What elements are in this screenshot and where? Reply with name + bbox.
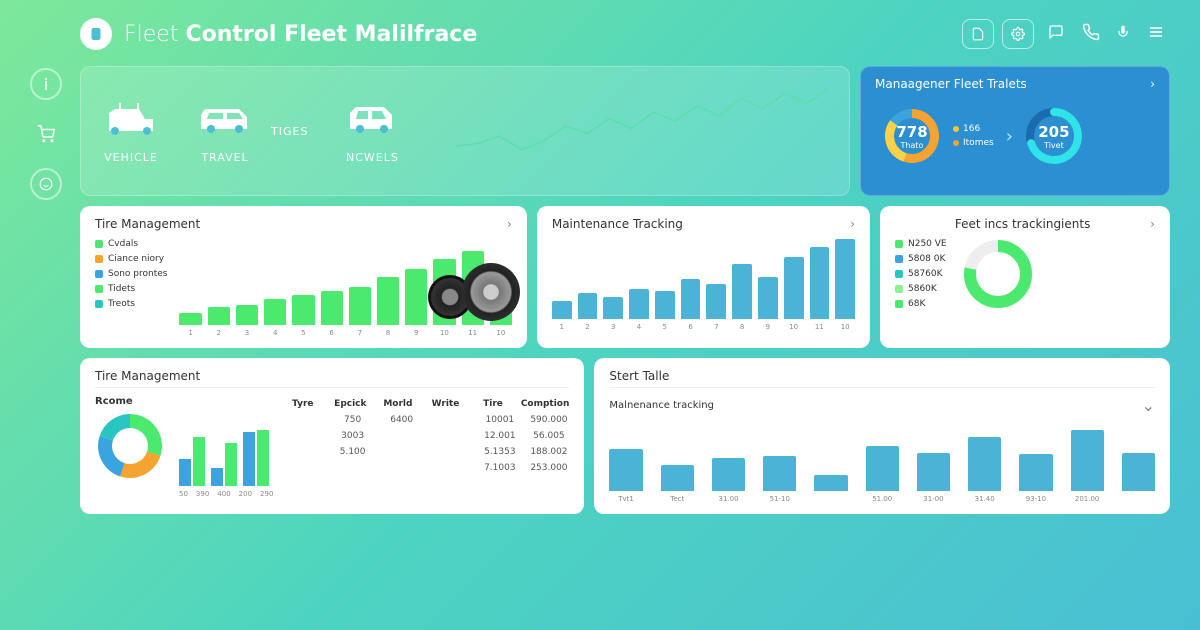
kpi-donut: 778Thato	[883, 107, 941, 165]
tire-mgmt2-card: Tire Management Rcome 50390400200290 Tyr…	[80, 358, 584, 514]
tire-image	[428, 257, 518, 327]
stert-bar-chart	[609, 421, 1155, 491]
chevron-down-icon[interactable]: ⌄	[1142, 396, 1155, 415]
logo-icon	[80, 18, 112, 50]
tire2-bars: 50390400200290	[179, 396, 269, 486]
sidebar-face-icon[interactable]	[30, 168, 62, 200]
card-title: Stert Talle	[609, 369, 669, 383]
chevron-right-icon[interactable]: ›	[1150, 217, 1155, 231]
kpi-arc: 205Tivet	[1025, 107, 1083, 165]
tire-legend: CvdalsCiance niorySono prontesTidetsTreo…	[95, 239, 167, 337]
chevron-right-icon[interactable]: ›	[507, 217, 512, 231]
kpi-card: Manaagener Fleet Tralets › 778Thato 166 I…	[860, 66, 1170, 196]
app-title: Fleet Control Fleet Malilfrace	[124, 22, 477, 47]
feet-legend: N250 VE5808 0K58760K5860K68K	[895, 239, 947, 309]
sub-label: Rcome	[95, 396, 133, 407]
sidebar: i	[30, 18, 66, 514]
kpi-legend: 166 Itomes	[953, 124, 994, 148]
chat-icon[interactable]	[1042, 20, 1070, 48]
vehicles-card: VEHICLE TRAVEL TIGES NCWELS	[80, 66, 850, 196]
chevron-right-icon[interactable]: ›	[1150, 77, 1155, 91]
chevron-right-icon[interactable]: ›	[850, 217, 855, 231]
vehicle-item[interactable]: NCWELS	[342, 99, 402, 164]
tire-mgmt-card: Tire Management › CvdalsCiance niorySono …	[80, 206, 527, 348]
feet-track-card: Feet incs trackingients › N250 VE5808 0K5…	[880, 206, 1170, 348]
sidebar-info-icon[interactable]: i	[30, 68, 62, 100]
vehicle-item[interactable]: TRAVEL	[195, 99, 255, 164]
vehicle-item[interactable]: TIGES	[271, 125, 308, 138]
mic-icon[interactable]	[1112, 19, 1134, 49]
sub-label: Malnenance tracking	[609, 400, 714, 411]
card-title: Tire Management	[95, 369, 200, 383]
stert-table-card: Stert Talle Malnenance tracking⌄ Tvt1Tec…	[594, 358, 1170, 514]
card-title: Feet incs trackingients	[955, 217, 1091, 231]
menu-icon[interactable]	[1142, 20, 1170, 48]
sidebar-cart-icon[interactable]	[30, 118, 62, 150]
card-title: Maintenance Tracking	[552, 217, 683, 231]
settings-icon[interactable]	[1002, 19, 1034, 49]
kpi-title: Manaagener Fleet Tralets	[875, 77, 1027, 91]
doc-icon[interactable]	[962, 19, 994, 49]
feet-ring-chart	[963, 239, 1033, 309]
card-title: Tire Management	[95, 217, 200, 231]
tire2-table: TyreEpcickMorldWriteTireComption 7506400…	[283, 396, 569, 486]
legend-dot	[953, 126, 959, 132]
maint-bar-chart	[552, 239, 855, 319]
overview-line-chart	[456, 81, 829, 181]
tire2-donut	[95, 411, 165, 481]
chevron-right-icon[interactable]: ›	[1006, 126, 1013, 147]
phone-icon[interactable]	[1078, 19, 1104, 49]
header: Fleet Control Fleet Malilfrace	[80, 18, 1170, 50]
maint-track-card: Maintenance Tracking› 123456789101110	[537, 206, 870, 348]
legend-dot	[953, 140, 959, 146]
vehicle-item[interactable]: VEHICLE	[101, 99, 161, 164]
